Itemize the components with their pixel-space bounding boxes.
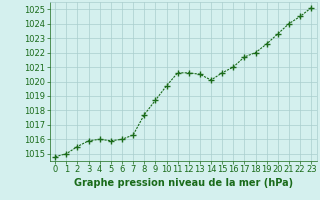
X-axis label: Graphe pression niveau de la mer (hPa): Graphe pression niveau de la mer (hPa) bbox=[74, 178, 293, 188]
